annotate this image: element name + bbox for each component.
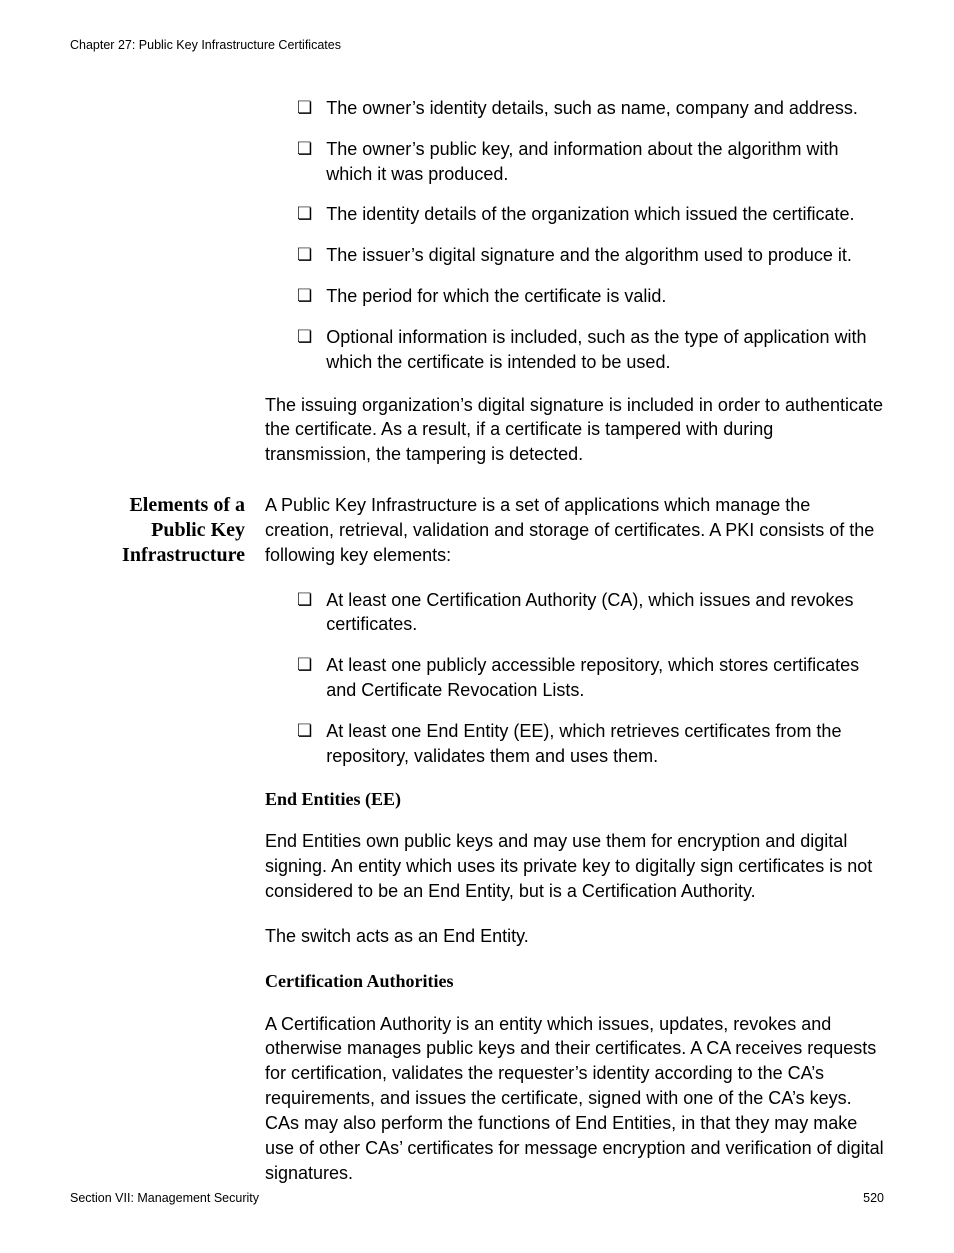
side-heading-line1: Elements of a: [129, 494, 245, 516]
list-item: ❏ At least one publicly accessible repos…: [265, 653, 884, 703]
end-entities-para2: The switch acts as an End Entity.: [265, 924, 884, 949]
footer-section-label: Section VII: Management Security: [70, 1191, 259, 1205]
side-col-heading: Elements of a Public Key Infrastructure: [70, 493, 245, 1205]
checkbox-icon: ❏: [297, 284, 312, 309]
checkbox-icon: ❏: [297, 202, 312, 227]
section1-trailing-para: The issuing organization’s digital signa…: [265, 393, 884, 467]
side-col-empty: [70, 96, 245, 487]
list-item-text: At least one End Entity (EE), which retr…: [326, 719, 884, 769]
list-item: ❏ At least one End Entity (EE), which re…: [265, 719, 884, 769]
list-item-text: The identity details of the organization…: [326, 202, 884, 227]
checkbox-icon: ❏: [297, 243, 312, 268]
list-item: ❏ Optional information is included, such…: [265, 325, 884, 375]
checkbox-icon: ❏: [297, 137, 312, 162]
checkbox-icon: ❏: [297, 719, 312, 744]
list-item: ❏ The owner’s identity details, such as …: [265, 96, 884, 121]
cert-authorities-para: A Certification Authority is an entity w…: [265, 1012, 884, 1186]
list-item-text: Optional information is included, such a…: [326, 325, 884, 375]
pki-elements-list: ❏ At least one Certification Authority (…: [265, 588, 884, 769]
list-item-text: At least one publicly accessible reposit…: [326, 653, 884, 703]
checkbox-icon: ❏: [297, 325, 312, 350]
list-item: ❏ The owner’s public key, and informatio…: [265, 137, 884, 187]
page-footer: Section VII: Management Security 520: [70, 1191, 884, 1205]
checkbox-icon: ❏: [297, 96, 312, 121]
list-item: ❏ At least one Certification Authority (…: [265, 588, 884, 638]
list-item: ❏ The issuer’s digital signature and the…: [265, 243, 884, 268]
footer-page-number: 520: [863, 1191, 884, 1205]
end-entities-para1: End Entities own public keys and may use…: [265, 829, 884, 903]
main-col-section1: ❏ The owner’s identity details, such as …: [265, 96, 884, 487]
certificate-fields-list: ❏ The owner’s identity details, such as …: [265, 96, 884, 375]
side-heading-line3: Infrastructure: [122, 544, 245, 566]
list-item-text: The owner’s identity details, such as na…: [326, 96, 884, 121]
document-page: Chapter 27: Public Key Infrastructure Ce…: [0, 0, 954, 1253]
list-item: ❏ The identity details of the organizati…: [265, 202, 884, 227]
main-col-section2: A Public Key Infrastructure is a set of …: [265, 493, 884, 1205]
list-item-text: At least one Certification Authority (CA…: [326, 588, 884, 638]
list-item-text: The period for which the certificate is …: [326, 284, 884, 309]
side-heading-line2: Public Key: [151, 519, 245, 541]
sub-heading-cert-authorities: Certification Authorities: [265, 969, 884, 994]
pki-intro-para: A Public Key Infrastructure is a set of …: [265, 493, 884, 567]
list-item: ❏ The period for which the certificate i…: [265, 284, 884, 309]
list-item-text: The issuer’s digital signature and the a…: [326, 243, 884, 268]
checkbox-icon: ❏: [297, 653, 312, 678]
side-heading-pki: Elements of a Public Key Infrastructure: [70, 493, 245, 568]
list-item-text: The owner’s public key, and information …: [326, 137, 884, 187]
running-header: Chapter 27: Public Key Infrastructure Ce…: [70, 38, 884, 52]
sub-heading-end-entities: End Entities (EE): [265, 787, 884, 812]
page-content: ❏ The owner’s identity details, such as …: [70, 96, 884, 1205]
checkbox-icon: ❏: [297, 588, 312, 613]
